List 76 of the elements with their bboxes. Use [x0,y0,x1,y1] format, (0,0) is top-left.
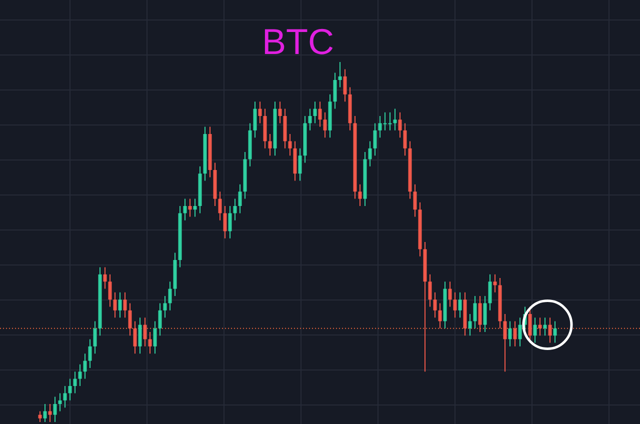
candlestick [358,184,362,206]
candlestick [343,68,347,102]
candlestick [268,134,272,156]
candlestick [453,292,457,318]
candlestick [63,386,67,408]
candlestick [433,292,437,318]
candlestick [68,378,72,401]
candlestick [288,134,292,156]
candlestick [58,392,62,412]
candlestick [278,101,282,124]
candlestick [38,410,42,422]
candlestick [543,317,547,336]
candlestick [148,332,152,354]
candlestick [428,274,432,308]
candlestick [493,274,497,293]
candlestick [473,296,477,329]
candlestick [393,108,397,131]
candlestick [458,292,462,318]
candlestick [103,266,107,290]
candlestick [218,191,222,221]
candlestick [53,396,57,422]
candlestick [128,302,132,336]
candlestick [323,112,327,138]
candlestick [338,62,342,88]
candlestick [508,320,512,347]
candlestick [373,122,377,156]
candlestick [133,320,137,354]
candlestick [48,404,52,422]
candlestick [223,206,227,239]
candlestick [553,320,557,344]
candlestick [398,112,402,138]
candlestick [88,338,92,368]
candlestick [413,184,417,218]
candlestick [73,371,77,394]
candlestick [488,274,492,311]
candlestick [188,198,192,218]
candlestick [403,122,407,156]
candlestick [438,302,442,329]
candlestick [318,101,322,128]
candlestick [298,148,302,182]
candlestick [78,364,82,386]
candlestick [253,101,257,138]
candlestick [533,317,537,344]
candlestick [258,101,262,124]
candlestick [158,302,162,336]
candlestick [183,198,187,221]
candlestick [113,292,117,318]
candlestick [153,320,157,354]
candlestick [513,320,517,347]
candlestick [503,314,507,372]
candlestick [518,317,522,347]
candlestick [448,281,452,308]
candlestick [93,320,97,354]
candlestick [238,184,242,214]
candlestick [43,404,47,422]
candlestick [313,101,317,124]
candlestick [368,140,372,167]
candlestick [143,317,147,347]
candlestick [123,292,127,318]
candlestick [163,296,167,318]
chart-title: BTC [262,21,334,62]
candlestick [193,198,197,218]
candlestick [468,314,472,336]
candlestick [308,108,312,131]
candlestick [233,198,237,221]
candlestick [108,274,112,308]
candlestick [483,296,487,332]
candlestick [548,317,552,344]
candlestick [333,72,337,110]
candlestick [168,281,172,311]
candlestick [138,317,142,354]
candlestick [228,206,232,239]
candlestick [538,317,542,336]
candlestick [478,296,482,332]
candlestick [83,353,87,380]
candlestick [118,292,122,318]
